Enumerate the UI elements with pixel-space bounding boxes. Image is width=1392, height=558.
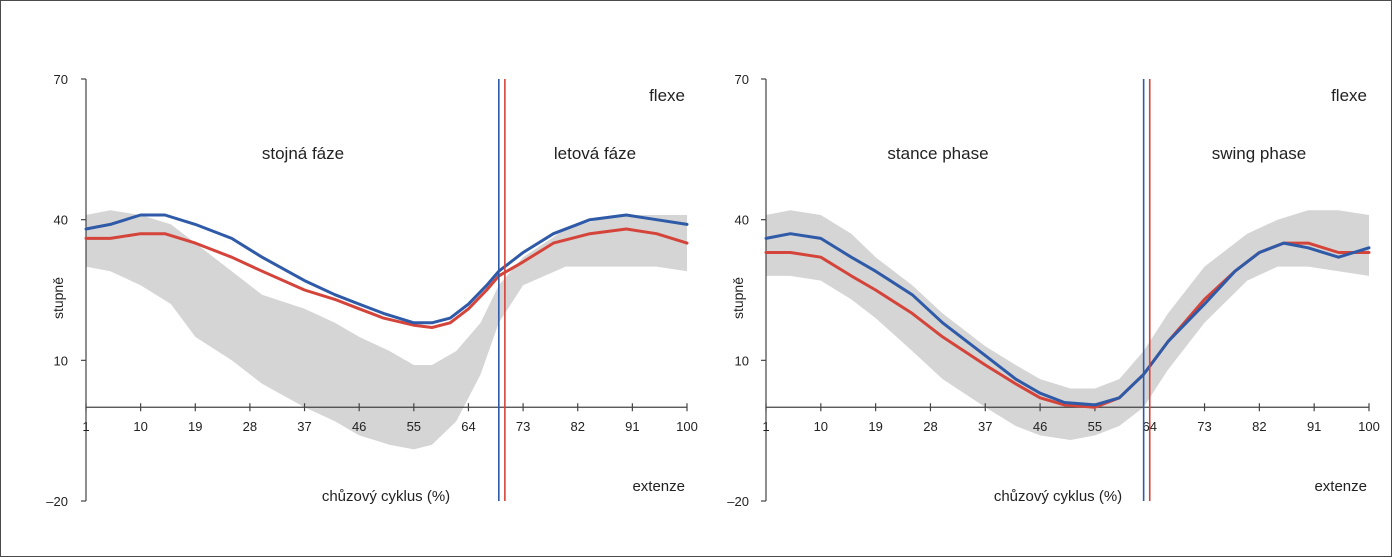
chart2-x-tick-label: 100 [1358,419,1380,434]
chart1-series-blue-line [84,213,689,325]
chart1-x-tick-label: 100 [676,419,698,434]
chart2-y-tick-label: 70 [735,72,749,87]
chart1-x-tick-label: 28 [243,419,257,434]
chart1-x-tick-label: 46 [352,419,366,434]
chart2-normative-band [766,210,1369,440]
chart2-y-tick-label: –20 [727,494,749,509]
chart2-x-tick-label: 10 [814,419,828,434]
chart2-x-tick-label: 37 [978,419,992,434]
chart1-x-tick-label: 19 [188,419,202,434]
chart1-extension-label: extenze [632,478,685,495]
chart2-series-blue-line [764,232,1371,407]
chart1-y-tick-label: 70 [54,72,68,87]
chart2-extension-label: extenze [1314,478,1367,495]
chart1-y-tick-label: –20 [46,494,68,509]
chart1-flexion-label: flexe [649,86,685,105]
chart1-normative-band [86,210,687,450]
chart2-y-axis-label: stupně [730,277,746,319]
chart1-x-tick-label: 91 [625,419,639,434]
chart1-x-tick-label: 37 [297,419,311,434]
chart2-x-tick-label: 91 [1307,419,1321,434]
chart1-x-tick-label: 82 [570,419,584,434]
chart1-x-tick-label: 1 [82,419,89,434]
chart1-y-tick-label: 10 [54,353,68,368]
chart2-x-axis-label: chůzový cyklus (%) [994,488,1122,505]
chart2-x-tick-label: 46 [1033,419,1047,434]
chart1-x-axis-label: chůzový cyklus (%) [322,488,450,505]
chart2-flexion-label: flexe [1331,86,1367,105]
chart2-y-tick-label: 10 [735,353,749,368]
chart1-y-axis-label: stupně [50,277,66,319]
chart2-x-tick-label: 19 [868,419,882,434]
chart2-x-tick-label: 55 [1088,419,1102,434]
chart1-phase-left-label: stojná fáze [262,144,344,163]
chart2-x-tick-label: 82 [1252,419,1266,434]
chart1-x-tick-label: 10 [133,419,147,434]
chart1-series-red-line [84,227,689,329]
chart2-phase-left-label: stance phase [887,144,988,163]
chart1-phase-right-label: letová fáze [554,144,636,163]
chart1-x-tick-label: 73 [516,419,530,434]
chart1-x-tick-label: 55 [407,419,421,434]
chart1-group: 70 40 10 –20 1 10 19 28 37 46 55 64 73 82 91 100 flexe ex… [46,72,698,509]
chart2-x-tick-label: 28 [923,419,937,434]
chart1-x-tick-label: 64 [461,419,475,434]
chart2-x-tick-label: 73 [1197,419,1211,434]
chart2-phase-right-label: swing phase [1212,144,1307,163]
chart1-y-tick-label: 40 [54,213,68,228]
chart2-y-tick-label: 40 [735,213,749,228]
chart2-x-tick-label: 1 [762,419,769,434]
